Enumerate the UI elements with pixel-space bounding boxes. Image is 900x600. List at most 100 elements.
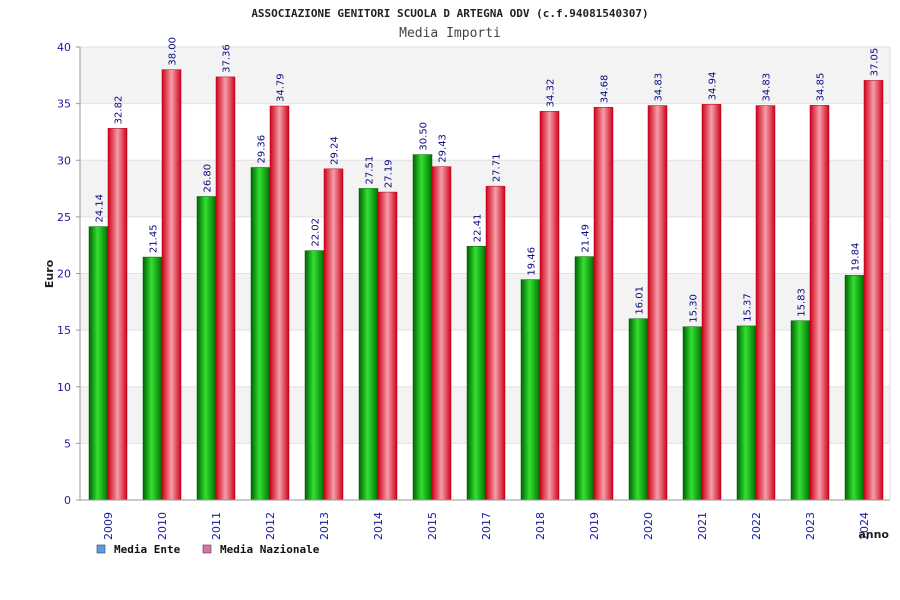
- bar-media-ente-2018: [520, 279, 541, 501]
- x-axis-ticks: 2009 2010 2011 2012 2013 2014 2015 2017 2018 2019…: [102, 512, 871, 540]
- bar-media-ente-2009: [88, 226, 109, 501]
- value-label: 27.71: [492, 154, 503, 183]
- y-tick-label: 10: [57, 381, 71, 394]
- value-label: 29.24: [330, 136, 341, 165]
- x-tick-label: 2021: [696, 512, 709, 540]
- y-tick-label: 25: [57, 211, 71, 224]
- x-tick-label: 2010: [156, 512, 169, 540]
- bar-media-nazionale-2011: [215, 76, 236, 501]
- chart-subtitle: Media Importi: [399, 26, 501, 41]
- bar-media-nazionale-2009: [107, 128, 128, 501]
- bar-media-ente-2020: [628, 318, 649, 501]
- bar-media-ente-2015: [412, 154, 433, 501]
- bar-media-nazionale-2021: [701, 104, 722, 501]
- bar-media-ente-2012: [250, 167, 271, 501]
- value-label: 19.84: [851, 243, 862, 272]
- legend-swatch-media-ente: [96, 544, 106, 554]
- y-tick-label: 40: [57, 41, 71, 54]
- x-tick-label: 2020: [642, 512, 655, 540]
- bar-media-ente-2014: [358, 188, 379, 501]
- value-label: 34.68: [600, 75, 611, 104]
- value-labels: 24.14 32.82 21.45 38.00 26.80 37.36 29.36 34.79…: [95, 37, 881, 323]
- value-label: 27.19: [384, 159, 395, 188]
- value-label: 21.45: [149, 224, 160, 253]
- legend-swatch-media-nazionale: [202, 544, 212, 554]
- value-label: 29.43: [438, 134, 449, 163]
- x-tick-label: 2022: [750, 512, 763, 540]
- x-axis-label: anno: [858, 528, 889, 541]
- bar-media-nazionale-2010: [161, 69, 182, 501]
- bar-media-ente-2017: [466, 245, 487, 501]
- bar-media-nazionale-2012: [269, 105, 290, 501]
- x-tick-label: 2019: [588, 512, 601, 540]
- legend: Media Ente Media Nazionale: [96, 543, 320, 556]
- value-label: 34.94: [708, 72, 719, 101]
- y-axis-ticks: 0 5 10 15 20 25 30 35 40: [57, 41, 80, 507]
- value-label: 21.49: [581, 224, 592, 253]
- plot-band: [80, 47, 890, 104]
- bar-media-nazionale-2015: [431, 166, 452, 501]
- y-tick-label: 0: [64, 494, 71, 507]
- value-label: 19.46: [527, 247, 538, 276]
- bar-media-ente-2023: [790, 320, 811, 501]
- bar-media-ente-2011: [196, 196, 217, 501]
- x-tick-label: 2011: [210, 512, 223, 540]
- y-tick-label: 30: [57, 154, 71, 167]
- y-tick-label: 15: [57, 324, 71, 337]
- value-label: 22.41: [473, 214, 484, 243]
- bar-media-ente-2019: [574, 256, 595, 501]
- x-tick-label: 2023: [804, 512, 817, 540]
- y-axis-label: Euro: [43, 259, 56, 288]
- bar-media-ente-2024: [844, 275, 865, 501]
- bar-media-nazionale-2018: [539, 111, 560, 501]
- bar-media-nazionale-2023: [809, 105, 830, 501]
- value-label: 27.51: [365, 156, 376, 185]
- value-label: 34.83: [762, 73, 773, 102]
- value-label: 16.01: [635, 286, 646, 315]
- value-label: 15.30: [689, 294, 700, 323]
- bar-media-nazionale-2019: [593, 106, 614, 501]
- value-label: 15.83: [797, 288, 808, 317]
- bar-media-nazionale-2024: [863, 80, 884, 501]
- bar-media-nazionale-2022: [755, 105, 776, 501]
- x-tick-label: 2012: [264, 512, 277, 540]
- x-tick-label: 2015: [426, 512, 439, 540]
- y-tick-label: 5: [64, 437, 71, 450]
- y-tick-label: 35: [57, 98, 71, 111]
- value-label: 15.37: [743, 293, 754, 322]
- value-label: 22.02: [311, 218, 322, 247]
- bar-media-nazionale-2020: [647, 105, 668, 501]
- chart-title: ASSOCIAZIONE GENITORI SCUOLA D ARTEGNA O…: [251, 7, 648, 20]
- x-tick-label: 2009: [102, 512, 115, 540]
- value-label: 32.82: [114, 96, 125, 125]
- value-label: 24.14: [95, 194, 106, 223]
- value-label: 34.85: [816, 73, 827, 102]
- value-label: 30.50: [419, 122, 430, 151]
- legend-label-media-nazionale: Media Nazionale: [220, 543, 320, 556]
- bars: [88, 69, 884, 501]
- y-tick-label: 20: [57, 268, 71, 281]
- x-tick-label: 2017: [480, 512, 493, 540]
- bar-media-nazionale-2017: [485, 185, 506, 501]
- value-label: 38.00: [168, 37, 179, 66]
- value-label: 26.80: [203, 164, 214, 193]
- value-label: 29.36: [257, 135, 268, 164]
- value-label: 34.32: [546, 79, 557, 108]
- value-label: 37.36: [222, 44, 233, 73]
- plot-band: [80, 103, 890, 161]
- legend-label-media-ente: Media Ente: [114, 543, 181, 556]
- x-tick-label: 2013: [318, 512, 331, 540]
- value-label: 34.79: [276, 73, 287, 102]
- bar-media-nazionale-2014: [377, 191, 398, 501]
- value-label: 37.05: [870, 48, 881, 77]
- bar-media-ente-2013: [304, 250, 325, 501]
- bar-media-ente-2022: [736, 325, 757, 501]
- x-tick-label: 2018: [534, 512, 547, 540]
- x-tick-label: 2014: [372, 512, 385, 540]
- x-tick-label: 2024: [858, 512, 871, 540]
- bar-media-ente-2021: [682, 326, 703, 501]
- bar-media-nazionale-2013: [323, 168, 344, 501]
- bar-media-ente-2010: [142, 256, 163, 501]
- value-label: 34.83: [654, 73, 665, 102]
